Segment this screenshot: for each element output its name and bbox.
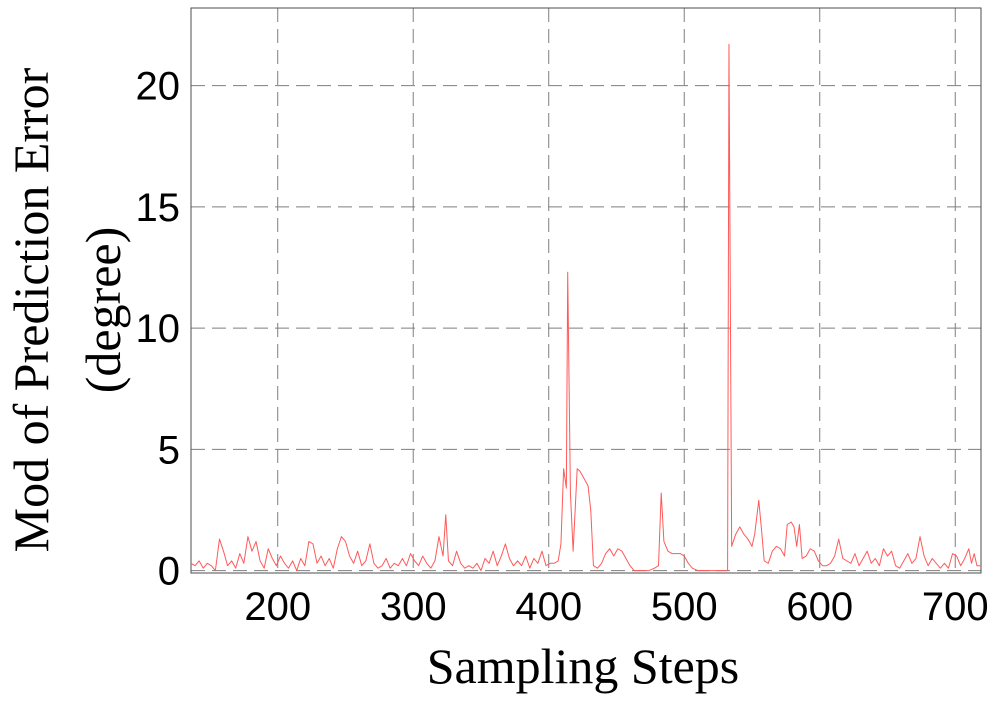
y-axis-label: Mod of Prediction Error (degree)	[3, 67, 131, 552]
x-tick-label: 600	[786, 585, 853, 629]
y-tick-label: 0	[158, 550, 180, 594]
x-axis-label: Sampling Steps	[427, 638, 740, 694]
prediction-error-line	[190, 43, 981, 572]
x-tick-labels: 200 300 400 500 600 700	[244, 585, 988, 629]
y-tick-label: 20	[136, 65, 181, 109]
x-tick-label: 500	[651, 585, 718, 629]
y-tick-label: 10	[136, 307, 181, 351]
y-axis-label-line-1: Mod of Prediction Error	[3, 67, 59, 552]
y-tick-labels: 0 5 10 15 20	[136, 65, 181, 594]
plot-frame	[190, 7, 982, 574]
x-tick-label: 300	[380, 585, 447, 629]
x-tick-label: 700	[922, 585, 989, 629]
y-axis-label-line-2: (degree)	[75, 227, 131, 394]
y-tick-label: 5	[158, 428, 180, 472]
y-tick-label: 15	[136, 186, 181, 230]
x-tick-label: 400	[515, 585, 582, 629]
gridlines	[191, 8, 981, 573]
x-tick-label: 200	[244, 585, 311, 629]
